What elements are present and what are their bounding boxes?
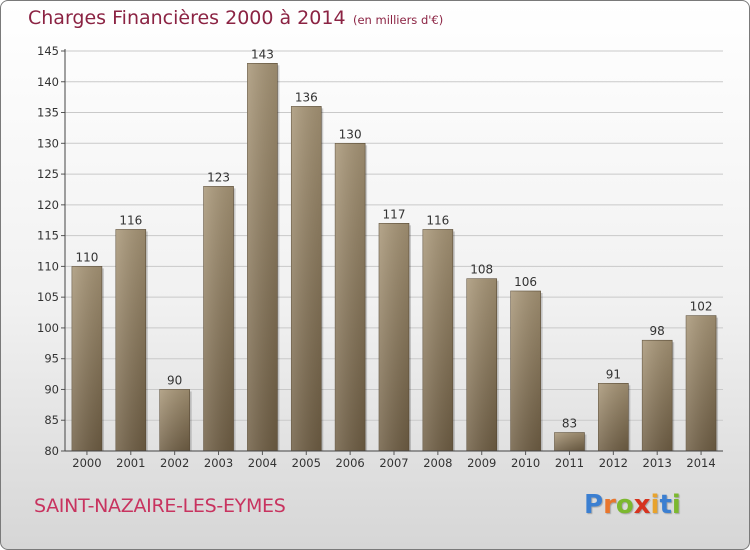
place-name: SAINT-NAZAIRE-LES-EYMES bbox=[34, 495, 286, 517]
bar-shine bbox=[379, 223, 409, 451]
bar-value-label: 130 bbox=[339, 127, 362, 141]
x-tick-label: 2013 bbox=[643, 456, 672, 470]
bar-value-label: 136 bbox=[295, 90, 318, 104]
x-tick-label: 2012 bbox=[599, 456, 628, 470]
x-tick-label: 2003 bbox=[204, 456, 233, 470]
x-tick-label: 2010 bbox=[511, 456, 540, 470]
bar-value-label: 108 bbox=[470, 263, 493, 277]
bar-value-label: 98 bbox=[650, 324, 665, 338]
logo-letter: i bbox=[671, 490, 681, 520]
bar-shine bbox=[422, 229, 453, 451]
bar-shine bbox=[642, 340, 673, 451]
x-tick-label: 2011 bbox=[555, 456, 584, 470]
bar-value-label: 123 bbox=[207, 170, 230, 184]
y-tick-label: 145 bbox=[37, 44, 59, 58]
bar-shine bbox=[554, 432, 585, 451]
bar-shine bbox=[510, 291, 541, 451]
bar-shine bbox=[115, 229, 146, 451]
x-tick-label: 2000 bbox=[72, 456, 101, 470]
bar-shine bbox=[247, 63, 278, 452]
logo-letter: x bbox=[633, 490, 651, 520]
x-tick-label: 2009 bbox=[467, 456, 496, 470]
y-tick-label: 90 bbox=[44, 382, 59, 396]
x-tick-label: 2002 bbox=[160, 456, 189, 470]
bar-shine bbox=[203, 186, 234, 451]
y-tick-label: 115 bbox=[37, 229, 59, 243]
x-tick-label: 2005 bbox=[292, 456, 321, 470]
bar-value-label: 102 bbox=[690, 300, 713, 314]
bar-value-label: 116 bbox=[119, 213, 142, 227]
logo-letter: t bbox=[659, 490, 672, 520]
proxiti-logo[interactable]: Proxiti bbox=[584, 490, 681, 520]
bar-shine bbox=[335, 143, 366, 452]
bar-shine bbox=[71, 266, 102, 451]
bar-value-label: 90 bbox=[167, 373, 182, 387]
bar-value-label: 106 bbox=[514, 275, 537, 289]
bar-value-label: 91 bbox=[606, 367, 621, 381]
x-tick-label: 2014 bbox=[686, 456, 715, 470]
y-tick-label: 135 bbox=[37, 106, 59, 120]
logo-letter: r bbox=[603, 490, 616, 520]
bar-value-label: 110 bbox=[75, 250, 98, 264]
y-tick-label: 140 bbox=[37, 75, 59, 89]
y-tick-label: 95 bbox=[44, 352, 59, 366]
bar-value-label: 117 bbox=[383, 207, 406, 221]
bar-value-label: 143 bbox=[251, 47, 274, 61]
bar-shine bbox=[291, 106, 322, 451]
bar-value-label: 83 bbox=[562, 417, 577, 431]
axes: 80 85 90 95 100 105 110 115 120 125 130 135 140 145 20… bbox=[37, 44, 723, 470]
y-tick-label: 80 bbox=[44, 444, 59, 458]
bar-shine bbox=[598, 383, 629, 451]
logo-letter: i bbox=[650, 490, 660, 520]
y-tick-label: 110 bbox=[37, 259, 59, 273]
bar-value-label: 116 bbox=[426, 213, 449, 227]
y-tick-label: 125 bbox=[37, 167, 59, 181]
logo-letter: o bbox=[615, 490, 634, 520]
y-tick-label: 100 bbox=[37, 321, 59, 335]
y-tick-label: 85 bbox=[44, 413, 59, 427]
x-tick-label: 2008 bbox=[423, 456, 452, 470]
x-tick-label: 2001 bbox=[116, 456, 145, 470]
x-tick-label: 2006 bbox=[335, 456, 364, 470]
logo-letter: P bbox=[584, 490, 604, 520]
bar-shine bbox=[466, 278, 497, 451]
bars: 110 116 90 123 143 136 130 117 116 108 106 83 91 98 10… bbox=[71, 47, 719, 452]
chart-unit: (en milliers d'€) bbox=[353, 13, 444, 27]
y-tick-label: 130 bbox=[37, 136, 59, 150]
x-tick-label: 2007 bbox=[379, 456, 408, 470]
chart-title: Charges Financières 2000 à 2014 bbox=[28, 7, 346, 29]
y-tick-label: 105 bbox=[37, 290, 59, 304]
bar-shine bbox=[159, 389, 190, 451]
bar-shine bbox=[686, 315, 717, 451]
y-tick-label: 120 bbox=[37, 198, 59, 212]
x-tick-label: 2004 bbox=[248, 456, 277, 470]
